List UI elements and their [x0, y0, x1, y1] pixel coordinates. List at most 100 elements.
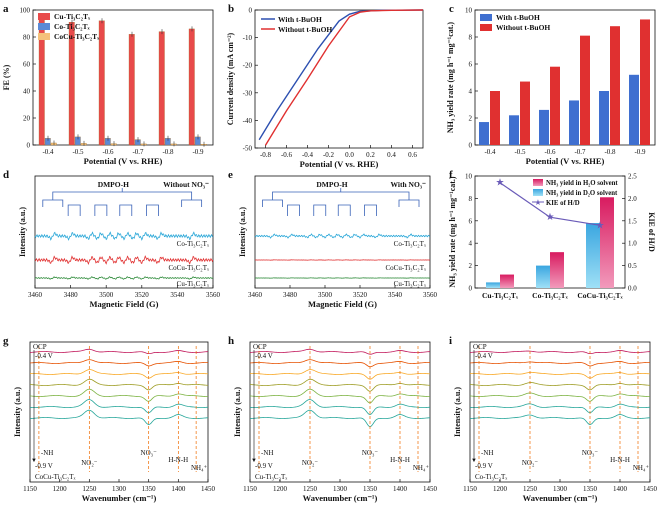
annotation: Without NO₃⁻ — [163, 180, 209, 189]
annotation: H-N-H — [390, 456, 410, 464]
series-line — [264, 9, 424, 146]
bar — [550, 252, 564, 288]
annotation: -0.9 V — [35, 462, 53, 470]
y-axis-label: NH₃ yield rate (mg h⁻¹ mg⁻¹cat.) — [448, 176, 457, 288]
annotation: NH₄⁺ — [413, 464, 430, 472]
legend-label: With t-BuOH — [278, 15, 322, 24]
panel-letter: g — [3, 335, 9, 347]
annotation: -0.4 V — [475, 352, 493, 360]
x-tick-label: 1450 — [201, 485, 216, 493]
legend-marker: ★ — [534, 198, 541, 207]
x-tick-label: 1300 — [112, 485, 127, 493]
bar — [490, 91, 500, 145]
stick — [119, 204, 133, 216]
x-axis-label: Wavenumber (cm⁻¹) — [523, 493, 598, 503]
y2-axis-label: KIE of H/D — [647, 212, 656, 252]
kie-line — [499, 182, 601, 226]
x-tick-label: 3520 — [353, 291, 368, 299]
legend-swatch — [533, 179, 543, 186]
spectrum — [29, 348, 209, 355]
bar — [486, 282, 500, 288]
y-tick-label: -10 — [243, 34, 253, 42]
annotation: -0.9 V — [255, 462, 273, 470]
spectrum — [469, 403, 651, 414]
stick — [337, 204, 351, 216]
x-tick-label: 0.0 — [345, 151, 354, 159]
x-tick-label: -0.5 — [72, 148, 84, 156]
x-tick-label: -0.6 — [281, 151, 293, 159]
y-axis-label: Current density (mA cm⁻²) — [226, 32, 235, 125]
x-tick-label: -0.4 — [302, 151, 314, 159]
annotation: DMPO-H — [316, 180, 347, 189]
plot-frame — [254, 175, 431, 289]
x-tick-label: 3520 — [135, 291, 150, 299]
x-tick-label: 1250 — [82, 485, 97, 493]
y-tick-label: -30 — [243, 89, 253, 97]
spectrum — [249, 378, 431, 392]
y-tick-label: 2 — [469, 115, 473, 123]
x-tick-label: 3560 — [423, 291, 438, 299]
stick — [52, 191, 193, 200]
x-tick-label: 1450 — [643, 485, 658, 493]
x-tick-label: 3480 — [64, 291, 79, 299]
annotation: -NH — [41, 449, 53, 457]
y-tick-label: 1.5 — [628, 217, 637, 225]
sample-label: CoCu-Ti₃C₂Tₓ — [35, 473, 76, 481]
x-tick-label: 1200 — [493, 485, 508, 493]
y-tick-label: 0 — [249, 7, 253, 15]
bar — [580, 35, 590, 145]
y-tick-label: 0.5 — [628, 262, 637, 270]
y-tick-label: 0 — [469, 285, 473, 293]
y-axis-label: Intensity (a.u.) — [13, 387, 22, 437]
y-tick-label: 10 — [465, 7, 473, 15]
x-tick-label: 0.4 — [387, 151, 396, 159]
panel-letter: c — [449, 3, 454, 15]
x-tick-label: 1300 — [553, 485, 568, 493]
y-tick-label: 6 — [469, 217, 473, 225]
plot-frame — [34, 175, 214, 289]
spectrum — [29, 378, 209, 391]
stick — [94, 204, 108, 216]
stick — [272, 191, 410, 200]
stick — [364, 204, 377, 216]
y-tick-label: 2.0 — [628, 195, 637, 203]
x-tick-label: 0.2 — [366, 151, 375, 159]
stick — [398, 199, 420, 207]
x-axis-label: Wavenumber (cm⁻¹) — [82, 493, 157, 503]
kie-marker: ★ — [546, 212, 555, 223]
bar — [158, 31, 165, 146]
x-tick-label: 1300 — [333, 485, 348, 493]
plot-frame — [254, 9, 424, 149]
y-tick-label: -40 — [243, 117, 253, 125]
x-axis-label: Potential (V vs. RHE) — [300, 159, 379, 169]
series-label: Co-Ti₃C₂Tₓ — [177, 240, 210, 248]
y-tick-label: 2.5 — [628, 173, 637, 181]
annotation: OCP — [253, 343, 267, 351]
x-tick-label: 3480 — [283, 291, 298, 299]
x-tick-label: 0.6 — [408, 151, 417, 159]
legend-label: With t-BuOH — [496, 13, 540, 22]
bar — [520, 81, 530, 145]
x-axis-label: Magnetic Field (G) — [90, 299, 159, 309]
stick — [181, 199, 203, 207]
y-axis-label: Intensity (a.u.) — [233, 387, 242, 437]
bar — [640, 19, 650, 146]
x-tick-label: 1200 — [53, 485, 68, 493]
annotation: H-N-H — [610, 456, 630, 464]
series-label: CoCu-Ti₃C₂Tₓ — [386, 264, 427, 272]
annotation: -0.4 V — [35, 352, 53, 360]
x-tick-label: 1150 — [23, 485, 37, 493]
plot-frame — [32, 9, 214, 146]
x-tick-label: -0.2 — [323, 151, 335, 159]
y-tick-label: 6 — [469, 61, 473, 69]
legend-label: Without t-BuOH — [278, 25, 332, 34]
spectrum — [249, 399, 431, 416]
x-tick-label: 1250 — [303, 485, 318, 493]
y-tick-label: 0 — [469, 142, 473, 150]
annotation: NO₃⁻ — [362, 449, 379, 457]
x-tick-label: 1150 — [243, 485, 257, 493]
legend-label: Co-Ti₃C₂Tₓ — [54, 22, 91, 31]
x-tick-label: -0.8 — [604, 148, 616, 156]
x-tick-label: -0.4 — [42, 148, 54, 156]
bar — [569, 100, 579, 145]
